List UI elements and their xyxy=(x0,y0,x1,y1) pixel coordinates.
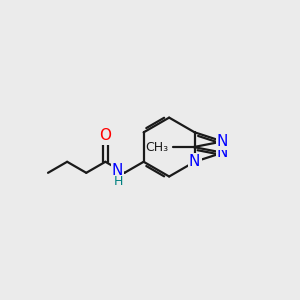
Text: CH₃: CH₃ xyxy=(146,141,169,154)
Text: N: N xyxy=(189,154,200,169)
Text: O: O xyxy=(99,128,111,143)
Text: N: N xyxy=(217,145,228,160)
Text: H: H xyxy=(114,175,123,188)
Text: N: N xyxy=(217,134,228,149)
Text: N: N xyxy=(112,163,123,178)
